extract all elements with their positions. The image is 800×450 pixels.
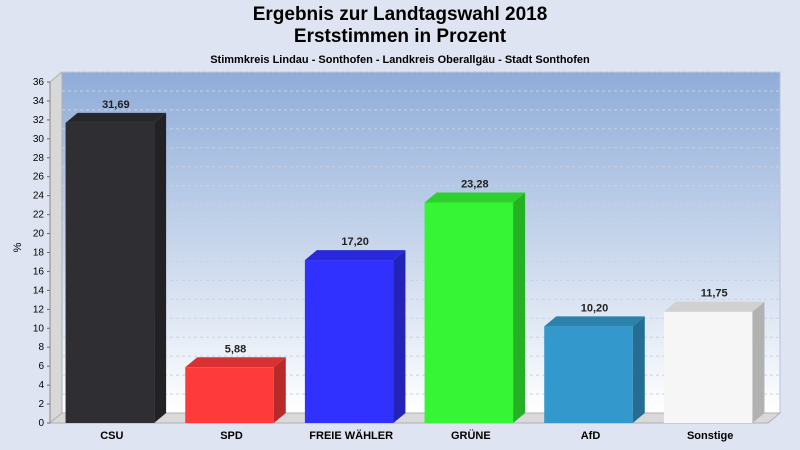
y-tick-label: 22 <box>33 210 45 221</box>
data-label: 11,75 <box>701 288 728 300</box>
data-label: 5,88 <box>225 343 246 355</box>
data-label: 31,69 <box>102 99 130 111</box>
data-label: 23,28 <box>461 178 489 190</box>
y-tick-label: 2 <box>38 399 44 410</box>
bar-top <box>544 316 645 327</box>
y-tick-label: 4 <box>38 380 44 391</box>
x-tick-label: Sonstige <box>687 430 733 442</box>
x-tick-label: CSU <box>100 430 123 442</box>
y-tick-label: 32 <box>33 115 45 126</box>
y-tick-label: 30 <box>33 134 45 145</box>
chart-subtitle: Stimmkreis Lindau - Sonthofen - Landkrei… <box>210 54 590 66</box>
y-axis-label: % <box>12 242 24 252</box>
y-tick-label: 26 <box>33 172 45 183</box>
y-tick-label: 28 <box>33 153 45 164</box>
bar-side <box>273 357 286 423</box>
y-tick-label: 24 <box>33 191 45 202</box>
y-tick-label: 8 <box>38 342 44 353</box>
bar-sonstige <box>663 311 753 423</box>
chart-title: Ergebnis zur Landtagswahl 2018 <box>252 4 548 25</box>
x-tick-label: SPD <box>220 430 243 442</box>
y-tick-label: 34 <box>33 96 45 107</box>
bar-top <box>65 112 167 123</box>
y-tick-label: 20 <box>33 229 45 240</box>
y-tick-label: 12 <box>33 304 45 315</box>
plot-background <box>61 71 781 414</box>
y-tick-label: 10 <box>33 323 45 334</box>
bar-freie-w-hler <box>304 260 394 423</box>
chart-header: Ergebnis zur Landtagswahl 2018 Erststimm… <box>0 4 800 66</box>
bar-spd <box>185 367 274 423</box>
data-label: 17,20 <box>341 236 369 248</box>
x-tick-label: AfD <box>581 430 601 442</box>
bar-side <box>393 250 406 423</box>
y-tick-label: 36 <box>33 77 45 88</box>
bar-top <box>304 250 406 261</box>
y-tick-label: 18 <box>33 248 45 259</box>
bar-side <box>513 192 526 423</box>
bar-afd <box>544 326 633 423</box>
y-tick-label: 14 <box>33 285 45 296</box>
x-tick-label: GRÜNE <box>451 429 491 442</box>
bar-top <box>663 301 765 312</box>
bar-gr-ne <box>424 202 514 423</box>
y-tick-label: 6 <box>38 361 44 372</box>
bar-side <box>632 316 645 423</box>
bar-top <box>424 192 526 203</box>
y-tick-label: 0 <box>38 418 44 429</box>
bar-side <box>752 301 765 423</box>
data-label: 10,20 <box>581 302 609 314</box>
bar-csu <box>65 122 155 423</box>
y-tick-label: 16 <box>33 266 45 277</box>
x-tick-label: FREIE WÄHLER <box>309 429 393 442</box>
bar-side <box>154 112 167 423</box>
chart-title-line2: Erststimmen in Prozent <box>293 26 507 47</box>
bar-top <box>185 357 286 368</box>
plot-left-wall <box>49 70 63 425</box>
